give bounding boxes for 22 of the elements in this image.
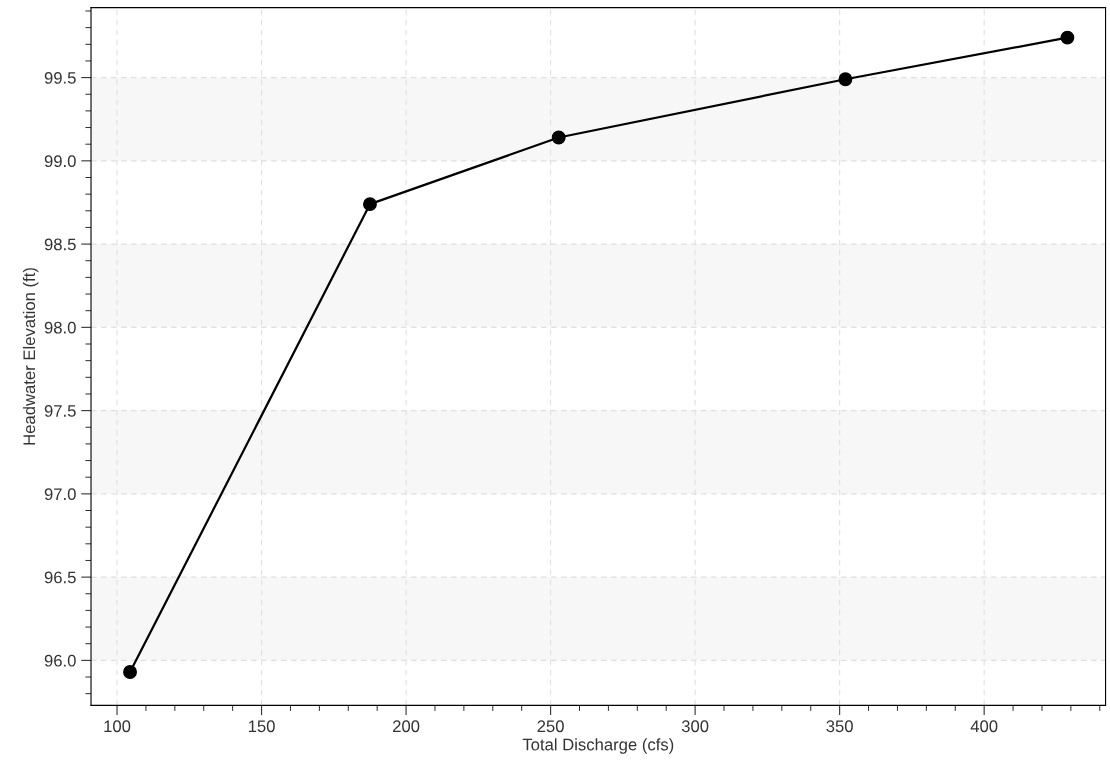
- y-tick-label: 98.0: [44, 321, 76, 334]
- x-tick-label: 250: [537, 720, 564, 733]
- point: [123, 665, 137, 679]
- x-tick-label: 350: [826, 720, 853, 733]
- x-tick-label: 300: [681, 720, 709, 733]
- y-tick-label: 96.5: [44, 571, 76, 584]
- y-tick-label: 99.0: [44, 155, 76, 168]
- y-tick-label: 98.5: [44, 238, 76, 251]
- point: [363, 197, 377, 212]
- y-tick-label: 97.0: [44, 488, 76, 501]
- y-tick-label: 99.5: [44, 71, 76, 84]
- x-tick-label: 400: [970, 720, 998, 733]
- x-tick-label: 150: [248, 720, 275, 733]
- point: [1060, 30, 1075, 45]
- point: [551, 130, 566, 145]
- x-axis-title: Total Discharge (cfs): [522, 738, 674, 754]
- x-tick-label: 200: [393, 720, 420, 733]
- point: [838, 72, 853, 87]
- y-axis-title: Headwater Elevation (ft): [22, 268, 39, 445]
- x-tick-label: 100: [104, 720, 131, 733]
- y-tick-label: 97.5: [44, 405, 76, 417]
- y-tick-label: 96.0: [44, 654, 76, 667]
